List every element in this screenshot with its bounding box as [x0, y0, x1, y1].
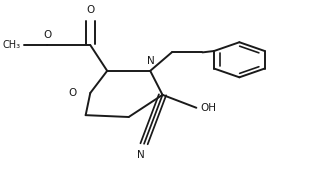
Text: O: O: [68, 88, 76, 98]
Text: N: N: [137, 150, 144, 160]
Text: O: O: [43, 30, 51, 40]
Text: O: O: [86, 5, 94, 15]
Text: CH₃: CH₃: [2, 40, 20, 50]
Text: N: N: [147, 56, 155, 66]
Text: OH: OH: [200, 103, 216, 113]
